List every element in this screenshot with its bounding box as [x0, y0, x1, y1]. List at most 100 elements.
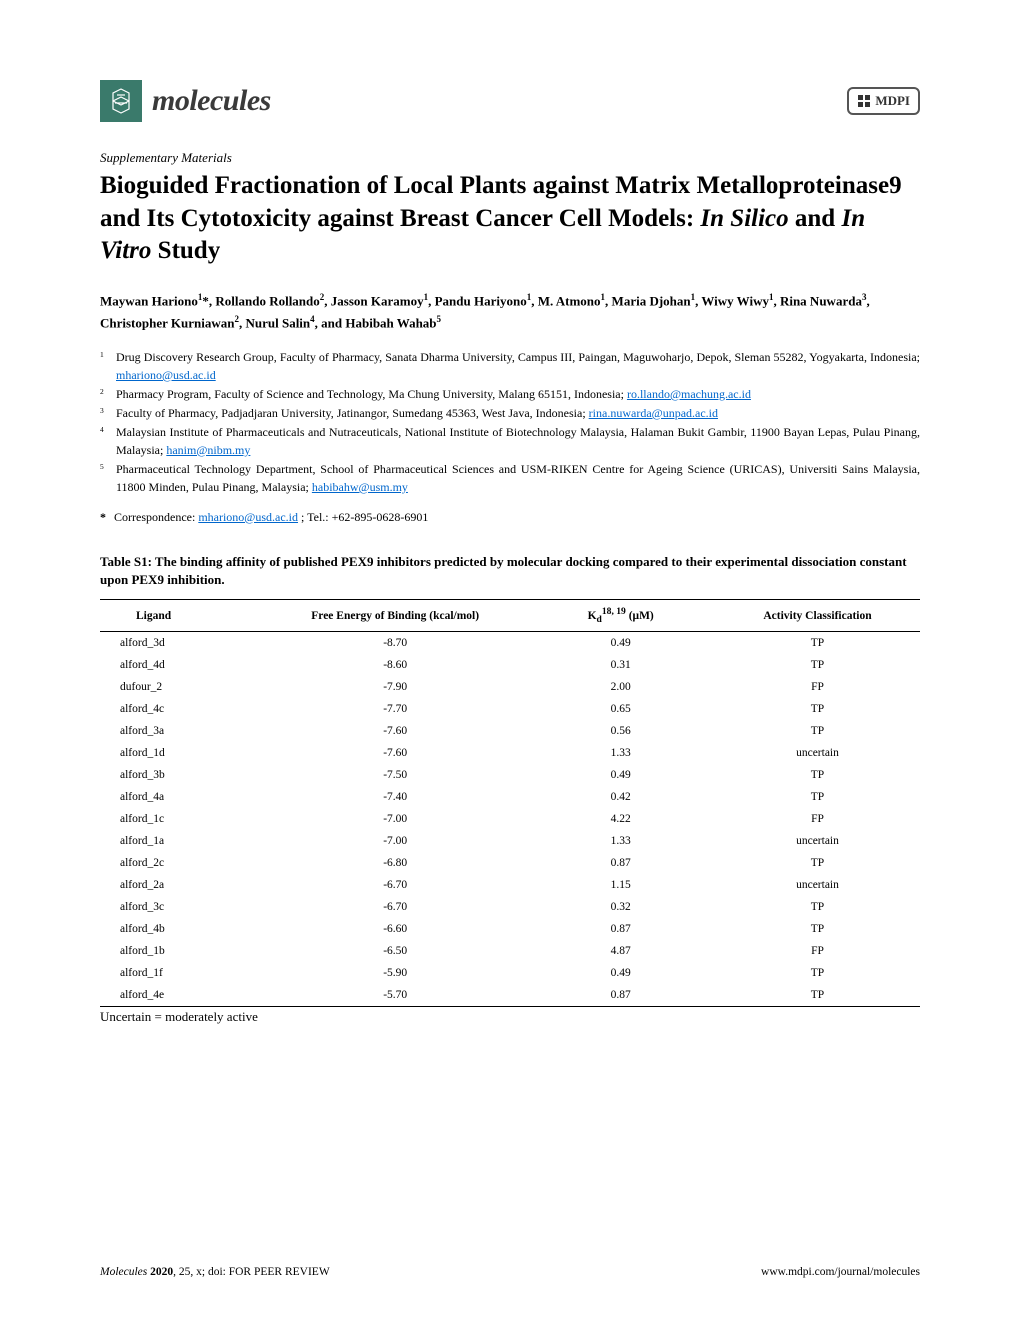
table-cell: alford_1c: [100, 808, 264, 830]
affiliation-text: Pharmacy Program, Faculty of Science and…: [116, 385, 920, 403]
section-label: Supplementary Materials: [100, 150, 920, 166]
table-note: Uncertain = moderately active: [100, 1009, 920, 1025]
table-cell: alford_1a: [100, 830, 264, 852]
affiliation-number: 4: [100, 423, 116, 459]
affiliations-list: 1Drug Discovery Research Group, Faculty …: [100, 348, 920, 496]
table-cell: 2.00: [526, 676, 715, 698]
table-cell: 0.87: [526, 852, 715, 874]
journal-name: molecules: [152, 84, 271, 118]
affiliation-email[interactable]: mhariono@usd.ac.id: [116, 368, 216, 382]
table-cell: alford_2c: [100, 852, 264, 874]
table-cell: alford_4a: [100, 786, 264, 808]
table-cell: alford_3d: [100, 632, 264, 655]
table-cell: 0.32: [526, 896, 715, 918]
table-caption: Table S1: The binding affinity of publis…: [100, 553, 920, 589]
table-row: alford_4a-7.400.42TP: [100, 786, 920, 808]
table-cell: 0.65: [526, 698, 715, 720]
table-row: alford_1a-7.001.33uncertain: [100, 830, 920, 852]
table-row: dufour_2-7.902.00FP: [100, 676, 920, 698]
table-cell: 1.33: [526, 830, 715, 852]
table-cell: TP: [715, 654, 920, 676]
footer-rest: , 25, x; doi: FOR PEER REVIEW: [173, 1266, 330, 1278]
table-cell: TP: [715, 632, 920, 655]
table-row: alford_4d-8.600.31TP: [100, 654, 920, 676]
table-cell: TP: [715, 698, 920, 720]
correspondence-label: Correspondence:: [114, 510, 198, 524]
table-row: alford_1b-6.504.87FP: [100, 940, 920, 962]
table-row: alford_3c-6.700.32TP: [100, 896, 920, 918]
authors-list: Maywan Hariono1*, Rollando Rollando2, Ja…: [100, 290, 920, 334]
article-title: Bioguided Fractionation of Local Plants …: [100, 170, 920, 268]
title-mid: and: [789, 205, 842, 232]
col-energy: Free Energy of Binding (kcal/mol): [264, 600, 526, 632]
table-cell: alford_4e: [100, 984, 264, 1007]
table-cell: TP: [715, 786, 920, 808]
affiliation-email[interactable]: hanim@nibm.my: [166, 443, 250, 457]
table-cell: dufour_2: [100, 676, 264, 698]
footer-left: Molecules 2020, 25, x; doi: FOR PEER REV…: [100, 1266, 330, 1278]
table-cell: 0.56: [526, 720, 715, 742]
table-cell: alford_3a: [100, 720, 264, 742]
affiliation-item: 3Faculty of Pharmacy, Padjadjaran Univer…: [100, 404, 920, 422]
affiliation-item: 4Malaysian Institute of Pharmaceuticals …: [100, 423, 920, 459]
col-kd: Kd18, 19 (μM): [526, 600, 715, 632]
table-cell: -6.50: [264, 940, 526, 962]
table-cell: -7.00: [264, 830, 526, 852]
affiliation-text: Drug Discovery Research Group, Faculty o…: [116, 348, 920, 384]
table-cell: uncertain: [715, 742, 920, 764]
table-cell: -6.80: [264, 852, 526, 874]
footer-journal: Molecules: [100, 1266, 150, 1278]
table-cell: FP: [715, 808, 920, 830]
table-cell: FP: [715, 676, 920, 698]
table-cell: FP: [715, 940, 920, 962]
table-cell: 0.87: [526, 918, 715, 940]
table-cell: alford_2a: [100, 874, 264, 896]
table-cell: alford_3b: [100, 764, 264, 786]
title-italic1: In Silico: [700, 205, 788, 232]
table-cell: -7.00: [264, 808, 526, 830]
table-cell: 0.49: [526, 764, 715, 786]
table-cell: TP: [715, 984, 920, 1007]
table-row: alford_4c-7.700.65TP: [100, 698, 920, 720]
journal-logo: molecules: [100, 80, 271, 122]
table-row: alford_3a-7.600.56TP: [100, 720, 920, 742]
title-suffix: Study: [151, 237, 220, 264]
affiliation-number: 2: [100, 385, 116, 403]
correspondence-email[interactable]: mhariono@usd.ac.id: [198, 510, 298, 524]
affiliation-number: 5: [100, 460, 116, 496]
affiliation-email[interactable]: habibahw@usm.my: [312, 480, 408, 494]
table-row: alford_2c-6.800.87TP: [100, 852, 920, 874]
table-cell: uncertain: [715, 874, 920, 896]
binding-affinity-table: Ligand Free Energy of Binding (kcal/mol)…: [100, 599, 920, 1007]
table-row: alford_1c-7.004.22FP: [100, 808, 920, 830]
col-activity: Activity Classification: [715, 600, 920, 632]
table-cell: -7.50: [264, 764, 526, 786]
correspondence: *Correspondence: mhariono@usd.ac.id ; Te…: [100, 510, 920, 525]
table-row: alford_3d-8.700.49TP: [100, 632, 920, 655]
table-cell: -7.40: [264, 786, 526, 808]
table-cell: 0.31: [526, 654, 715, 676]
table-cell: 1.15: [526, 874, 715, 896]
table-row: alford_1d-7.601.33uncertain: [100, 742, 920, 764]
table-cell: 4.87: [526, 940, 715, 962]
table-cell: -6.60: [264, 918, 526, 940]
table-row: alford_3b-7.500.49TP: [100, 764, 920, 786]
table-cell: TP: [715, 764, 920, 786]
footer-right: www.mdpi.com/journal/molecules: [761, 1266, 920, 1278]
table-cell: -7.60: [264, 742, 526, 764]
affiliation-email[interactable]: ro.llando@machung.ac.id: [627, 387, 751, 401]
table-cell: alford_4c: [100, 698, 264, 720]
affiliation-email[interactable]: rina.nuwarda@unpad.ac.id: [589, 406, 718, 420]
affiliation-number: 3: [100, 404, 116, 422]
table-cell: 1.33: [526, 742, 715, 764]
affiliation-item: 5Pharmaceutical Technology Department, S…: [100, 460, 920, 496]
publisher-name: MDPI: [875, 93, 910, 109]
table-cell: -6.70: [264, 896, 526, 918]
table-cell: alford_3c: [100, 896, 264, 918]
affiliation-number: 1: [100, 348, 116, 384]
col-ligand: Ligand: [100, 600, 264, 632]
table-row: alford_2a-6.701.15uncertain: [100, 874, 920, 896]
table-cell: -8.60: [264, 654, 526, 676]
table-header-row: Ligand Free Energy of Binding (kcal/mol)…: [100, 600, 920, 632]
mdpi-icon: [857, 94, 871, 108]
